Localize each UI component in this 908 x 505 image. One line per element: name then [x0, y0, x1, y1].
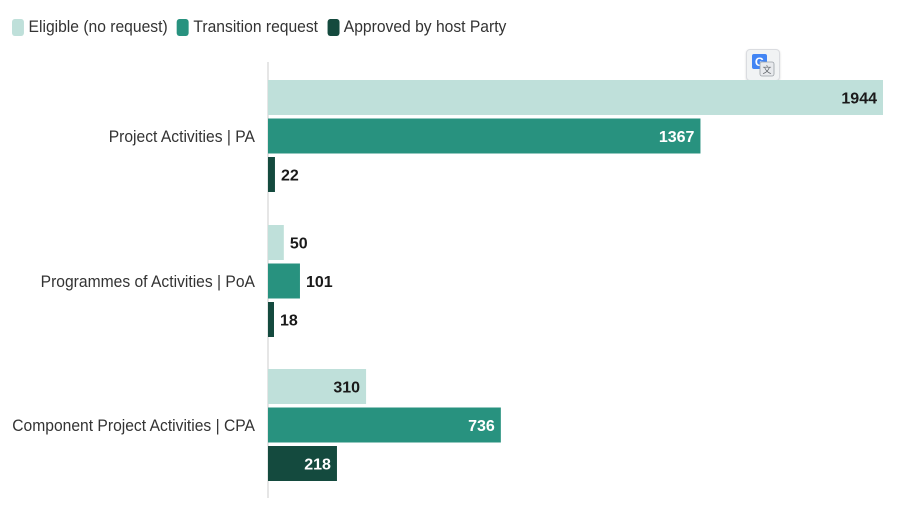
bar-pa-approved[interactable]	[268, 157, 275, 192]
legend-swatch-transition	[176, 18, 189, 36]
data-label-cpa-eligible: 310	[333, 380, 360, 397]
legend-label-approved: Approved by host Party	[343, 17, 507, 36]
data-label-poa-transition: 101	[306, 274, 333, 291]
legend-item-transition[interactable]: Transition request	[176, 17, 319, 37]
legend-label-eligible: Eligible (no request)	[28, 17, 168, 36]
category-label-poa: Programmes of Activities | PoA	[41, 272, 255, 291]
data-label-poa-eligible: 50	[290, 236, 308, 253]
legend-label-transition: Transition request	[193, 17, 319, 36]
translate-button[interactable]: G 文	[746, 49, 780, 81]
bar-pa-transition[interactable]	[268, 118, 701, 154]
bar-poa-approved[interactable]	[268, 302, 274, 337]
legend-swatch-approved	[327, 18, 340, 36]
google-translate-icon: G 文	[752, 54, 775, 77]
bar-pa-eligible[interactable]	[268, 80, 883, 115]
svg-text:文: 文	[762, 64, 771, 75]
data-label-poa-approved: 18	[280, 313, 298, 330]
bar-cpa-transition[interactable]	[268, 407, 501, 443]
bar-poa-eligible[interactable]	[268, 225, 284, 260]
data-label-cpa-transition: 736	[468, 418, 495, 435]
svg-text:G: G	[755, 55, 764, 69]
data-label-pa-transition: 1367	[659, 129, 695, 146]
bar-poa-transition[interactable]	[268, 263, 300, 299]
bar-cpa-eligible[interactable]	[268, 369, 367, 404]
category-label-cpa: Component Project Activities | CPA	[12, 416, 255, 435]
legend-item-approved[interactable]: Approved by host Party	[327, 17, 506, 37]
data-label-cpa-approved: 218	[304, 457, 331, 474]
bar-cpa-approved[interactable]	[268, 446, 337, 481]
data-label-pa-eligible: 1944	[841, 91, 877, 108]
legend-item-eligible[interactable]: Eligible (no request)	[12, 17, 168, 37]
category-label-pa: Project Activities | PA	[109, 127, 255, 146]
legend: Eligible (no request) Transition request…	[12, 17, 506, 37]
legend-swatch-eligible	[12, 18, 24, 36]
data-label-pa-approved: 22	[281, 168, 299, 185]
